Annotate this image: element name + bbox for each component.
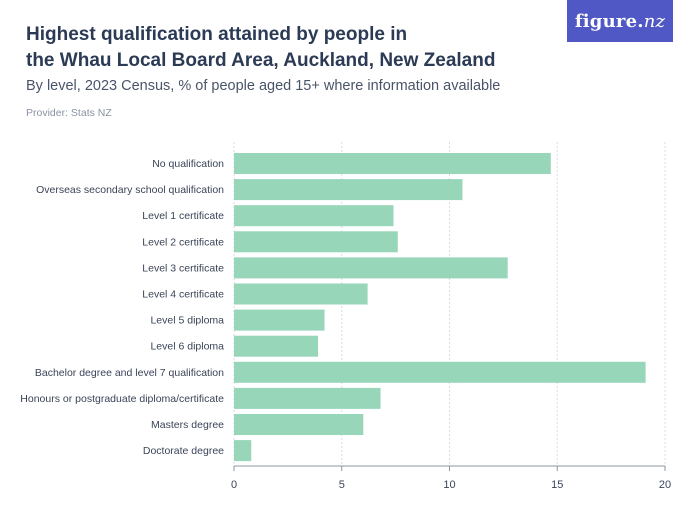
chart-title-line1: Highest qualification attained by people…: [26, 24, 408, 45]
bar[interactable]: [234, 361, 646, 383]
category-label: Level 4 certificate: [142, 289, 224, 301]
bar[interactable]: [234, 440, 252, 462]
logo-accent-text: nz: [643, 10, 666, 32]
category-label: Level 1 certificate: [142, 210, 224, 222]
category-label: Level 3 certificate: [142, 262, 224, 274]
x-tick-label: 20: [659, 479, 671, 491]
category-label: Bachelor degree and level 7 qualificatio…: [35, 367, 224, 379]
category-label: Masters degree: [151, 419, 224, 431]
category-label: Doctorate degree: [143, 445, 224, 457]
x-tick-label: 10: [443, 479, 455, 491]
bar[interactable]: [234, 335, 319, 357]
bar[interactable]: [234, 153, 551, 174]
category-label: Level 5 diploma: [150, 315, 224, 327]
category-label: Overseas secondary school qualification: [36, 184, 224, 196]
bar[interactable]: [234, 179, 463, 201]
bar[interactable]: [234, 309, 325, 331]
chart-title-line2: the Whau Local Board Area, Auckland, New…: [26, 50, 496, 71]
chart-title: Highest qualification attained by people…: [26, 22, 546, 74]
category-label: Honours or postgraduate diploma/certific…: [20, 393, 224, 405]
bar[interactable]: [234, 231, 398, 253]
provider-note: Provider: Stats NZ: [26, 107, 112, 119]
bar[interactable]: [234, 387, 381, 409]
x-tick-label: 0: [231, 479, 237, 491]
category-label: No qualification: [152, 158, 224, 170]
chart-subtitle: By level, 2023 Census, % of people aged …: [26, 78, 501, 94]
category-label: Level 2 certificate: [142, 236, 224, 248]
bar[interactable]: [234, 283, 368, 305]
bar[interactable]: [234, 205, 394, 227]
x-tick-label: 5: [339, 479, 345, 491]
figure-nz-logo[interactable]: figure. nz: [567, 0, 673, 42]
category-label: Level 6 diploma: [150, 341, 224, 353]
bar[interactable]: [234, 257, 508, 279]
logo-main-text: figure.: [574, 10, 644, 32]
bar[interactable]: [234, 414, 364, 435]
x-tick-label: 15: [551, 479, 563, 491]
